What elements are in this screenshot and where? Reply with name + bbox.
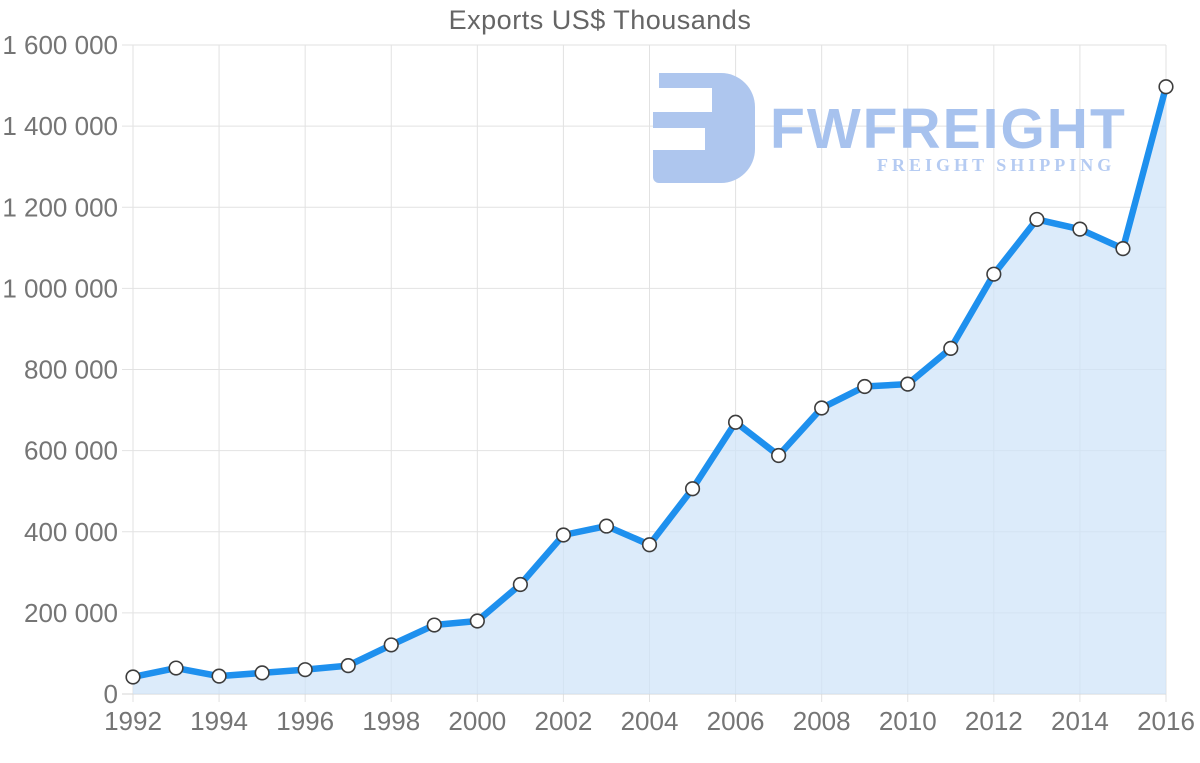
data-point-marker <box>340 658 356 674</box>
x-axis-tick-label: 2006 <box>707 706 765 736</box>
y-axis-tick-label: 1 200 000 <box>2 192 118 222</box>
x-axis-tick-label: 2016 <box>1137 706 1195 736</box>
x-axis-tick-label: 2002 <box>534 706 592 736</box>
x-axis-tick-label: 2010 <box>879 706 937 736</box>
y-axis-tick-label: 1 600 000 <box>2 30 118 60</box>
x-axis-tick-label: 1992 <box>104 706 162 736</box>
data-point-marker <box>168 660 184 676</box>
data-point-marker <box>555 527 572 543</box>
data-point-marker <box>426 617 442 633</box>
data-point-marker <box>383 637 399 653</box>
data-point-marker <box>1029 211 1045 228</box>
y-axis-tick-label: 1 400 000 <box>2 111 118 141</box>
y-axis-tick-label: 400 000 <box>24 517 118 547</box>
data-point-marker <box>814 400 830 416</box>
x-axis-tick-label: 1998 <box>362 706 420 736</box>
x-axis-tick-label: 2014 <box>1051 706 1109 736</box>
data-point-marker <box>857 378 873 395</box>
y-axis-tick-label: 1 000 000 <box>2 273 118 303</box>
data-point-marker <box>211 668 227 684</box>
data-point-marker <box>598 518 615 534</box>
y-axis-tick-label: 600 000 <box>24 436 118 466</box>
data-point-marker <box>943 340 959 357</box>
data-point-marker <box>900 376 916 392</box>
x-axis-tick-label: 2000 <box>448 706 506 736</box>
y-axis-tick-label: 0 <box>104 679 118 709</box>
x-axis-tick-label: 2004 <box>621 706 679 736</box>
x-axis-tick-label: 1996 <box>276 706 334 736</box>
data-point-marker <box>641 537 658 553</box>
data-point-marker <box>1115 241 1131 257</box>
data-point-marker <box>512 576 528 593</box>
data-point-marker <box>986 266 1002 282</box>
y-axis-tick-label: 200 000 <box>24 598 118 628</box>
x-axis-tick-label: 1994 <box>190 706 248 736</box>
data-point-marker <box>1072 221 1088 237</box>
data-point-marker <box>727 414 744 430</box>
exports-area-fill <box>133 86 1166 695</box>
data-point-marker <box>469 613 485 629</box>
data-point-marker <box>297 662 313 678</box>
data-point-marker <box>1158 79 1174 95</box>
data-point-marker <box>771 447 787 464</box>
chart-title: Exports US$ Thousands <box>448 5 752 35</box>
data-point-marker <box>684 481 701 497</box>
y-axis-tick-label: 800 000 <box>24 355 118 385</box>
data-point-marker <box>125 669 141 685</box>
x-axis-tick-label: 2012 <box>965 706 1023 736</box>
x-axis-tick-label: 2008 <box>793 706 851 736</box>
data-point-marker <box>254 665 270 681</box>
